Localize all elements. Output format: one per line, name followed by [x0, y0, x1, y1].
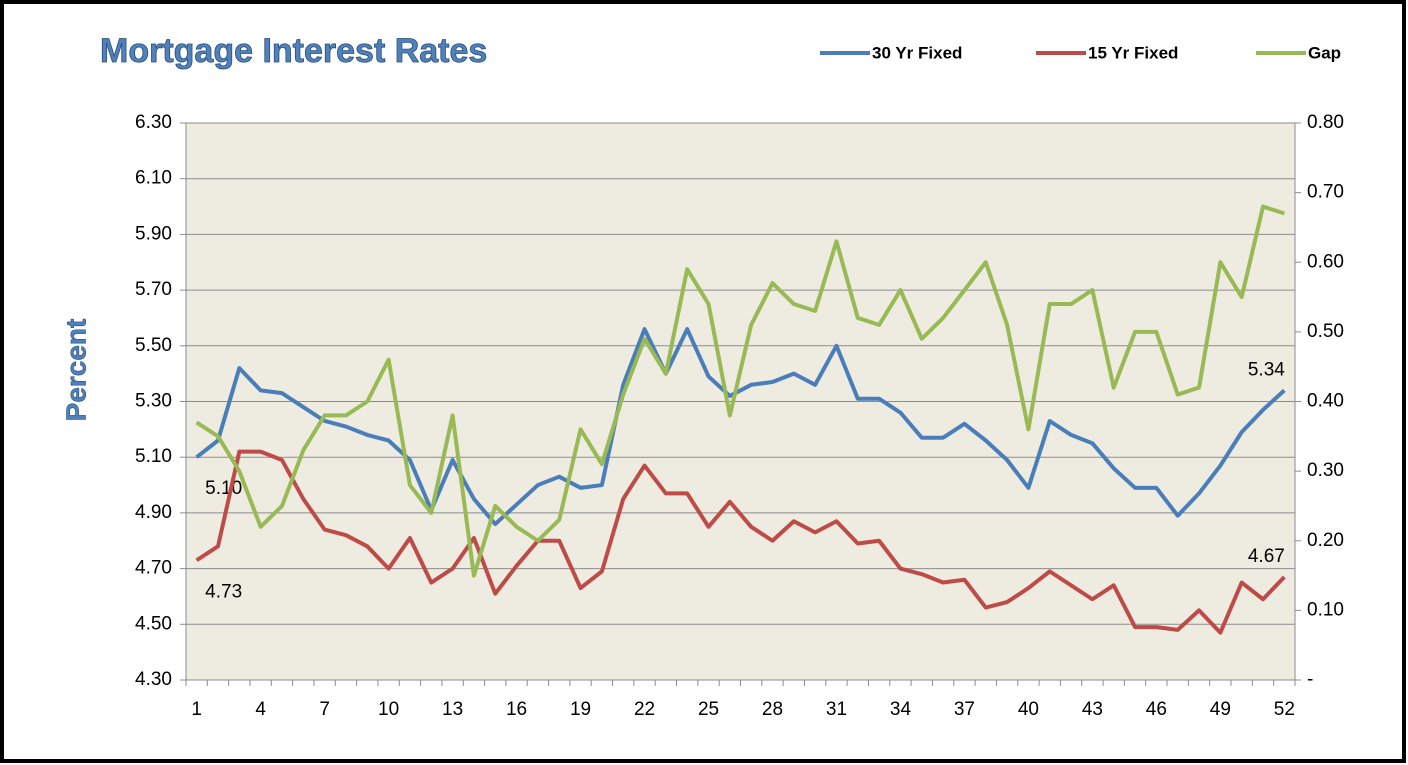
y-tick-label: 4.50	[135, 613, 172, 634]
x-tick-label: 28	[762, 699, 783, 720]
data-label: 5.10	[205, 478, 242, 499]
x-tick-label: 10	[378, 699, 399, 720]
series-line	[195, 204, 1285, 578]
data-label: 4.67	[1248, 546, 1285, 567]
y2-tick-label: 0.10	[1307, 599, 1344, 620]
x-tick-label: 19	[570, 699, 591, 720]
y2-tick-label: 0.60	[1307, 251, 1344, 272]
y-tick-label: 6.30	[135, 112, 172, 133]
y2-tick-label: 0.20	[1307, 530, 1344, 551]
x-tick-label: 22	[634, 699, 655, 720]
x-tick-label: 49	[1210, 699, 1231, 720]
x-tick-label: 52	[1274, 699, 1295, 720]
series-line	[195, 449, 1286, 635]
x-tick-label: 31	[826, 699, 847, 720]
chart-title: Mortgage Interest Rates	[100, 32, 487, 70]
x-tick-label: 43	[1082, 699, 1103, 720]
y-tick-label: 5.90	[135, 223, 172, 244]
x-tick-label: 25	[698, 699, 719, 720]
legend-label: 30 Yr Fixed	[872, 43, 962, 62]
x-tick-label: 34	[890, 699, 912, 720]
legend-label: Gap	[1308, 43, 1341, 62]
y-tick-label: 5.10	[135, 446, 172, 467]
y-axis-label: Percent	[60, 319, 91, 422]
y-tick-label: 5.70	[135, 279, 172, 300]
y2-tick-label: -	[1307, 669, 1313, 690]
x-tick-label: 40	[1018, 699, 1039, 720]
x-tick-label: 13	[442, 699, 463, 720]
y2-tick-label: 0.80	[1307, 112, 1344, 133]
data-label: 5.34	[1248, 359, 1285, 380]
x-tick-label: 4	[255, 699, 266, 720]
series-line	[195, 327, 1286, 527]
y-tick-label: 6.10	[135, 168, 172, 189]
y-tick-label: 5.30	[135, 391, 172, 412]
y2-tick-label: 0.50	[1307, 321, 1344, 342]
y-tick-label: 4.30	[135, 669, 172, 690]
y2-tick-label: 0.70	[1307, 182, 1344, 203]
data-label: 4.73	[205, 581, 242, 602]
x-tick-label: 37	[954, 699, 975, 720]
x-tick-label: 16	[506, 699, 527, 720]
x-tick-label: 46	[1146, 699, 1167, 720]
x-tick-label: 7	[319, 699, 330, 720]
y2-tick-label: 0.30	[1307, 460, 1344, 481]
x-tick-label: 1	[191, 699, 202, 720]
y-tick-label: 4.70	[135, 558, 172, 579]
y-tick-label: 5.50	[135, 335, 172, 356]
legend-label: 15 Yr Fixed	[1088, 43, 1178, 62]
y2-tick-label: 0.40	[1307, 391, 1344, 412]
y-tick-label: 4.90	[135, 502, 172, 523]
